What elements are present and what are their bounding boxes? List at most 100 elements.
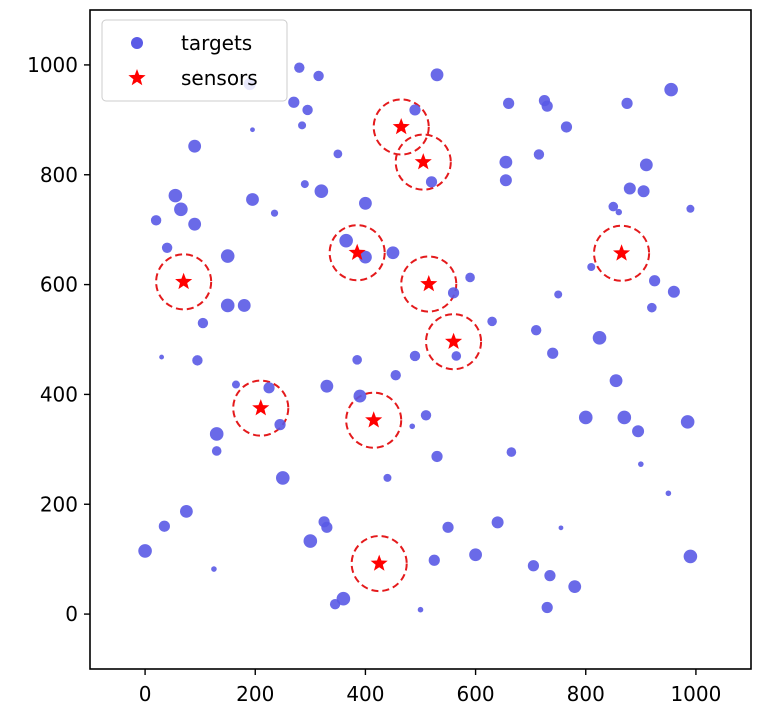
y-tick-label: 0 [65, 602, 78, 626]
target-point [425, 176, 438, 188]
target-point [353, 389, 367, 403]
target-point [447, 287, 460, 299]
target-point [637, 185, 650, 198]
target-point [506, 447, 517, 457]
target-point [638, 461, 644, 467]
y-tick-label: 800 [40, 163, 78, 187]
target-point [303, 534, 318, 548]
target-point [503, 97, 515, 109]
target-point [560, 121, 573, 133]
target-point [409, 350, 421, 362]
target-point [665, 490, 672, 497]
target-point [339, 233, 353, 248]
sensors-layer [175, 118, 631, 571]
target-point [623, 182, 636, 195]
target-point [179, 504, 193, 518]
target-point [428, 554, 440, 566]
target-point [409, 423, 416, 430]
target-point [469, 548, 482, 562]
sensor-range-circle [593, 224, 651, 282]
target-point [547, 347, 559, 359]
sensor-range-circle [232, 379, 290, 437]
target-point [313, 70, 324, 82]
x-tick-label: 800 [567, 682, 605, 706]
target-point [263, 382, 275, 394]
legend-targets-label: targets [181, 31, 252, 55]
y-axis: 0 200 400 600 800 1000 [27, 53, 90, 626]
target-point [544, 570, 556, 582]
target-point [274, 419, 286, 431]
target-point [649, 275, 661, 287]
sensor-range-circle [425, 313, 483, 371]
target-point [383, 473, 392, 482]
target-point [352, 355, 362, 365]
target-point [487, 316, 497, 327]
sensor-point [348, 243, 366, 260]
target-point [430, 68, 444, 82]
target-point [192, 355, 203, 366]
target-point [188, 139, 202, 153]
target-point [442, 521, 454, 533]
target-point [320, 379, 334, 393]
target-point [298, 121, 307, 130]
sensor-point [414, 153, 432, 170]
y-tick-label: 400 [40, 382, 78, 406]
target-point [647, 302, 657, 313]
target-point [237, 299, 251, 312]
x-tick-label: 200 [236, 682, 274, 706]
target-point [639, 158, 653, 172]
target-point [150, 215, 162, 226]
target-point [554, 290, 563, 299]
sensor-range-circle [372, 98, 430, 156]
sensor-range-circle [400, 255, 458, 313]
target-point [209, 427, 224, 441]
target-point [174, 202, 188, 217]
target-point [159, 354, 165, 360]
target-point [530, 324, 542, 336]
target-point [359, 196, 372, 210]
target-point [617, 410, 632, 425]
target-point [499, 155, 513, 169]
target-point [632, 425, 645, 438]
sensor-point [445, 332, 463, 349]
sensor-point [365, 411, 383, 428]
legend-targets-marker [131, 37, 143, 49]
sensor-range-circle [345, 391, 403, 449]
target-point [609, 374, 623, 388]
x-tick-label: 1000 [670, 682, 721, 706]
legend-box [101, 19, 288, 102]
sensor-point [175, 272, 193, 290]
target-point [300, 180, 309, 189]
target-point [220, 249, 235, 263]
sensor-point [370, 554, 388, 571]
target-point [161, 242, 173, 253]
target-point [386, 246, 400, 260]
target-point [680, 415, 695, 429]
target-point [231, 380, 240, 389]
target-point [499, 174, 512, 187]
legend: targets sensors [101, 19, 288, 102]
target-point [211, 446, 222, 456]
legend-sensors-label: sensors [181, 66, 258, 90]
sensor-range-circle [328, 224, 386, 282]
target-point [527, 560, 540, 572]
x-tick-label: 400 [346, 682, 384, 706]
target-point [686, 204, 695, 213]
sensor-point [420, 275, 438, 292]
x-tick-label: 0 [139, 682, 152, 706]
target-point [667, 285, 680, 298]
target-point [409, 104, 421, 116]
target-point [541, 100, 553, 112]
target-point [314, 184, 329, 199]
target-point [197, 317, 209, 329]
target-point [578, 410, 593, 425]
target-point [270, 209, 279, 217]
sensor-range-circle [394, 133, 452, 191]
x-axis: 0 200 400 600 800 1000 [139, 669, 721, 706]
target-point [541, 601, 553, 614]
target-point [417, 606, 424, 613]
target-point [568, 580, 582, 594]
target-point [451, 351, 462, 361]
target-point [420, 410, 432, 421]
target-point [390, 369, 401, 381]
